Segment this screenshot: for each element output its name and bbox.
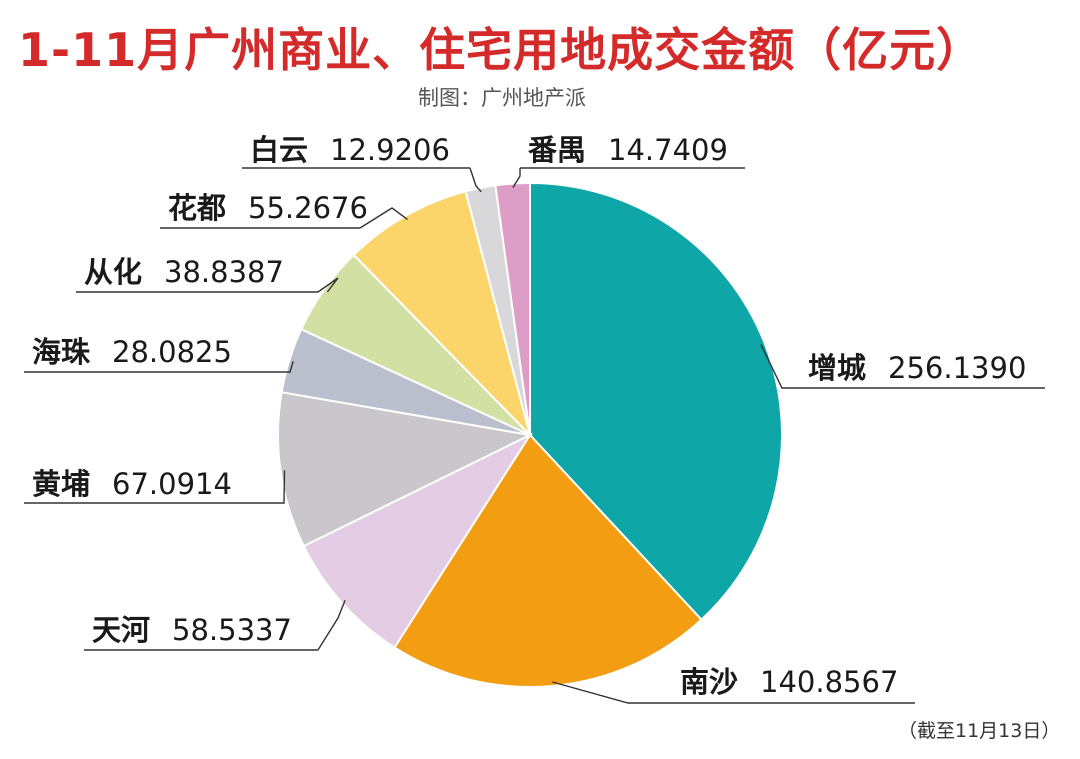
slice-label-7: 花都 55.2676	[168, 191, 368, 225]
slice-label-8: 白云 12.9206	[250, 133, 450, 167]
slice-value-2: 140.8567	[760, 665, 898, 699]
leader-line-1	[760, 344, 800, 389]
pie-slice-4	[277, 391, 534, 548]
slice-name-4: 黄埔	[32, 467, 90, 501]
chart-subtitle: 制图：广州地产派	[418, 86, 586, 110]
slice-name-2: 南沙	[680, 665, 738, 699]
slice-value-1: 256.1390	[888, 351, 1026, 385]
leader-line-4	[258, 470, 286, 504]
leader-line-2	[552, 681, 672, 704]
slice-value-7: 55.2676	[248, 191, 368, 225]
leader-line-3	[317, 600, 346, 651]
slice-value-8: 12.9206	[330, 133, 450, 167]
slice-value-9: 14.7409	[608, 133, 728, 167]
leader-line-8	[469, 167, 482, 193]
slice-label-9: 番禺 14.7409	[528, 133, 728, 167]
pie-slice-3	[302, 432, 533, 649]
pie-slice-9	[494, 181, 531, 436]
leader-line-5	[268, 361, 294, 373]
slice-label-4: 黄埔 67.0914	[32, 467, 232, 501]
leader-line-9	[512, 168, 521, 188]
slice-value-3: 58.5337	[172, 613, 292, 647]
slice-name-7: 花都	[168, 191, 226, 225]
slice-value-4: 67.0914	[112, 467, 232, 501]
slice-name-3: 天河	[92, 613, 150, 647]
slice-name-5: 海珠	[32, 335, 91, 369]
slice-value-5: 28.0825	[112, 335, 232, 369]
pie-slice-2	[393, 433, 703, 688]
slice-name-1: 增城	[808, 351, 866, 385]
slice-label-2: 南沙 140.8567	[680, 665, 898, 699]
slice-name-6: 从化	[84, 255, 142, 289]
slice-label-6: 从化 38.8387	[84, 255, 284, 289]
pie-slice-1	[529, 181, 783, 622]
pie-slice-7	[352, 190, 532, 439]
leader-line-7	[359, 207, 408, 229]
slice-name-9: 番禺	[528, 133, 586, 167]
slice-name-8: 白云	[250, 133, 308, 167]
leader-line-6	[317, 277, 339, 293]
slice-label-5: 海珠 28.0825	[32, 335, 232, 369]
slice-value-6: 38.8387	[164, 255, 284, 289]
chart-title: 1-11月广州商业、住宅用地成交金额（亿元）	[18, 23, 984, 77]
slice-label-3: 天河 58.5337	[92, 613, 292, 647]
slice-label-1: 增城 256.1390	[808, 351, 1026, 385]
footnote: （截至11月13日）	[898, 720, 1061, 742]
